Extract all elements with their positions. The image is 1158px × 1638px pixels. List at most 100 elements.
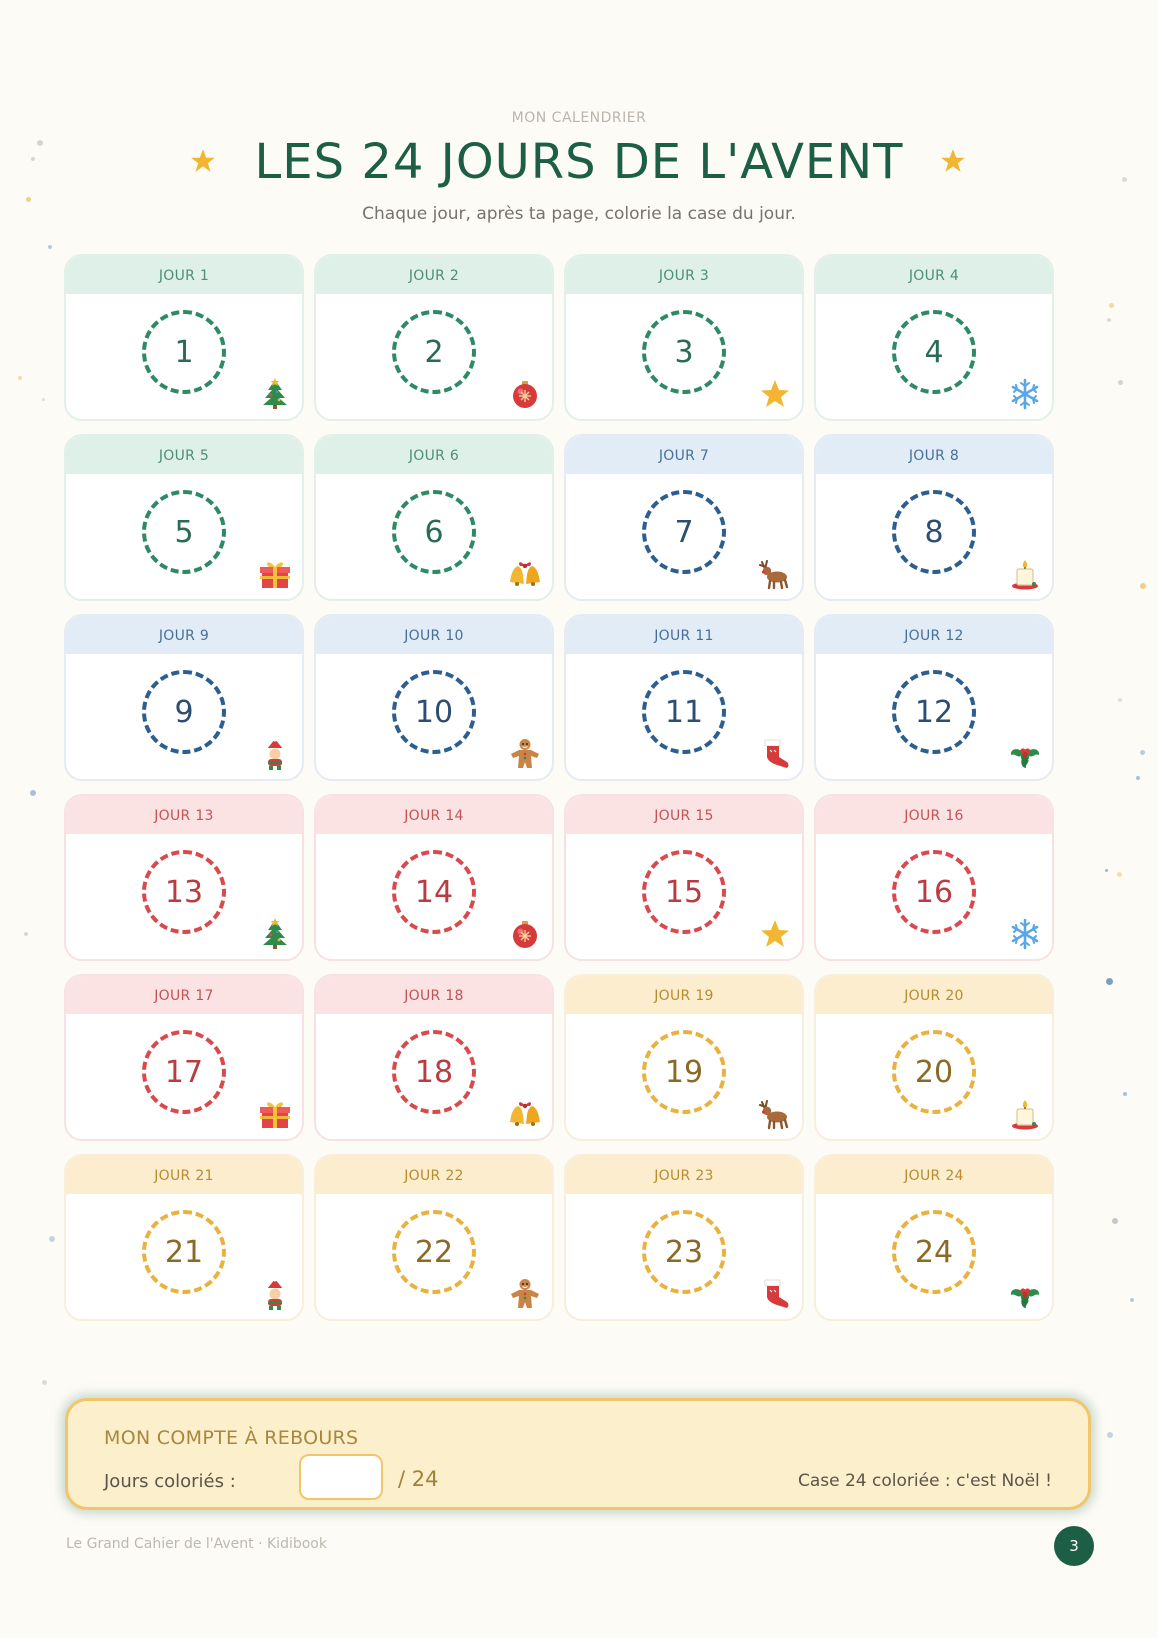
confetti-dot	[18, 376, 22, 380]
coloring-circle[interactable]: 24	[892, 1210, 976, 1294]
coloring-circle[interactable]: 10	[392, 670, 476, 754]
day-label: JOUR 22	[316, 1156, 552, 1194]
advent-day-card[interactable]: JOUR 18 18	[314, 974, 554, 1141]
advent-day-card[interactable]: JOUR 14 14	[314, 794, 554, 961]
advent-day-card[interactable]: JOUR 9 9	[64, 614, 304, 781]
title-row: LES 24 JOURS DE L'AVENT	[0, 132, 1158, 192]
star-icon	[941, 149, 965, 172]
page-number-badge: 3	[1054, 1526, 1094, 1566]
confetti-dot	[1107, 318, 1111, 322]
coloring-circle[interactable]: 19	[642, 1030, 726, 1114]
advent-day-card[interactable]: JOUR 22 22	[314, 1154, 554, 1321]
page-kicker: MON CALENDRIER	[511, 110, 647, 126]
coloring-circle[interactable]: 21	[142, 1210, 226, 1294]
day-label: JOUR 24	[816, 1156, 1052, 1194]
day-number: 17	[164, 1054, 204, 1090]
colored-days-input[interactable]	[299, 1454, 383, 1500]
confetti-dot	[1106, 978, 1113, 985]
holly-icon	[1008, 737, 1042, 771]
day-number: 15	[664, 874, 704, 910]
coloring-circle[interactable]: 18	[392, 1030, 476, 1114]
page-title: LES 24 JOURS DE L'AVENT	[254, 134, 904, 190]
reindeer-icon	[758, 557, 792, 591]
advent-day-card[interactable]: JOUR 2 2	[314, 254, 554, 421]
coloring-circle[interactable]: 22	[392, 1210, 476, 1294]
coloring-circle[interactable]: 1	[142, 310, 226, 394]
countdown-title: MON COMPTE À REBOURS	[104, 1427, 359, 1449]
day-label: JOUR 11	[566, 616, 802, 654]
day-label: JOUR 10	[316, 616, 552, 654]
day-label: JOUR 18	[316, 976, 552, 1014]
confetti-dot	[1136, 776, 1140, 780]
page-header: MON CALENDRIER LES 24 JOURS DE L'AVENT C…	[0, 108, 1158, 224]
advent-day-card[interactable]: JOUR 6 6	[314, 434, 554, 601]
advent-day-card[interactable]: JOUR 5 5	[64, 434, 304, 601]
advent-day-card[interactable]: JOUR 16 16	[814, 794, 1054, 961]
confetti-dot	[24, 932, 28, 936]
advent-day-card[interactable]: JOUR 19 19	[564, 974, 804, 1141]
advent-day-card[interactable]: JOUR 13 13	[64, 794, 304, 961]
advent-day-card[interactable]: JOUR 11 11	[564, 614, 804, 781]
coloring-circle[interactable]: 12	[892, 670, 976, 754]
coloring-circle[interactable]: 9	[142, 670, 226, 754]
coloring-circle[interactable]: 20	[892, 1030, 976, 1114]
coloring-circle[interactable]: 3	[642, 310, 726, 394]
coloring-circle[interactable]: 6	[392, 490, 476, 574]
confetti-dot	[1112, 1218, 1118, 1224]
coloring-circle[interactable]: 7	[642, 490, 726, 574]
advent-day-card[interactable]: JOUR 17 17	[64, 974, 304, 1141]
gift-icon	[258, 557, 292, 591]
advent-day-card[interactable]: JOUR 1 1	[64, 254, 304, 421]
star-icon	[758, 917, 792, 951]
coloring-circle[interactable]: 17	[142, 1030, 226, 1114]
candle-icon	[1008, 1097, 1042, 1131]
day-number: 8	[924, 514, 944, 550]
day-label: JOUR 9	[66, 616, 302, 654]
advent-day-card[interactable]: JOUR 10 10	[314, 614, 554, 781]
coloring-circle[interactable]: 2	[392, 310, 476, 394]
advent-day-card[interactable]: JOUR 3 3	[564, 254, 804, 421]
snowflake-icon	[1008, 377, 1042, 411]
colored-days-total: / 24	[398, 1467, 439, 1491]
coloring-circle[interactable]: 8	[892, 490, 976, 574]
coloring-circle[interactable]: 13	[142, 850, 226, 934]
christmas-tree-icon	[258, 377, 292, 411]
confetti-dot	[1105, 869, 1108, 872]
day-label: JOUR 14	[316, 796, 552, 834]
day-label: JOUR 3	[566, 256, 802, 294]
gingerbread-man-icon	[508, 1277, 542, 1311]
confetti-dot	[49, 1236, 55, 1242]
day-number: 19	[664, 1054, 704, 1090]
confetti-dot	[1109, 303, 1114, 308]
advent-day-card[interactable]: JOUR 15 15	[564, 794, 804, 961]
confetti-dot	[1140, 583, 1146, 589]
advent-day-card[interactable]: JOUR 8 8	[814, 434, 1054, 601]
coloring-circle[interactable]: 15	[642, 850, 726, 934]
advent-day-card[interactable]: JOUR 20 20	[814, 974, 1054, 1141]
confetti-dot	[1118, 698, 1122, 702]
advent-day-card[interactable]: JOUR 24 24	[814, 1154, 1054, 1321]
coloring-circle[interactable]: 4	[892, 310, 976, 394]
confetti-dot	[42, 398, 45, 401]
candle-icon	[1008, 557, 1042, 591]
coloring-circle[interactable]: 23	[642, 1210, 726, 1294]
advent-day-card[interactable]: JOUR 12 12	[814, 614, 1054, 781]
advent-day-card[interactable]: JOUR 21 21	[64, 1154, 304, 1321]
coloring-circle[interactable]: 5	[142, 490, 226, 574]
coloring-circle[interactable]: 14	[392, 850, 476, 934]
day-number: 12	[914, 694, 954, 730]
advent-day-card[interactable]: JOUR 7 7	[564, 434, 804, 601]
star-icon	[758, 377, 792, 411]
ornament-ball-icon	[508, 917, 542, 951]
day-label: JOUR 7	[566, 436, 802, 474]
advent-day-card[interactable]: JOUR 4 4	[814, 254, 1054, 421]
day-label: JOUR 4	[816, 256, 1052, 294]
coloring-circle[interactable]: 16	[892, 850, 976, 934]
day-label: JOUR 16	[816, 796, 1052, 834]
day-number: 6	[424, 514, 444, 550]
day-number: 16	[914, 874, 954, 910]
advent-day-card[interactable]: JOUR 23 23	[564, 1154, 804, 1321]
day-number: 11	[664, 694, 704, 730]
coloring-circle[interactable]: 11	[642, 670, 726, 754]
day-number: 22	[414, 1234, 454, 1270]
